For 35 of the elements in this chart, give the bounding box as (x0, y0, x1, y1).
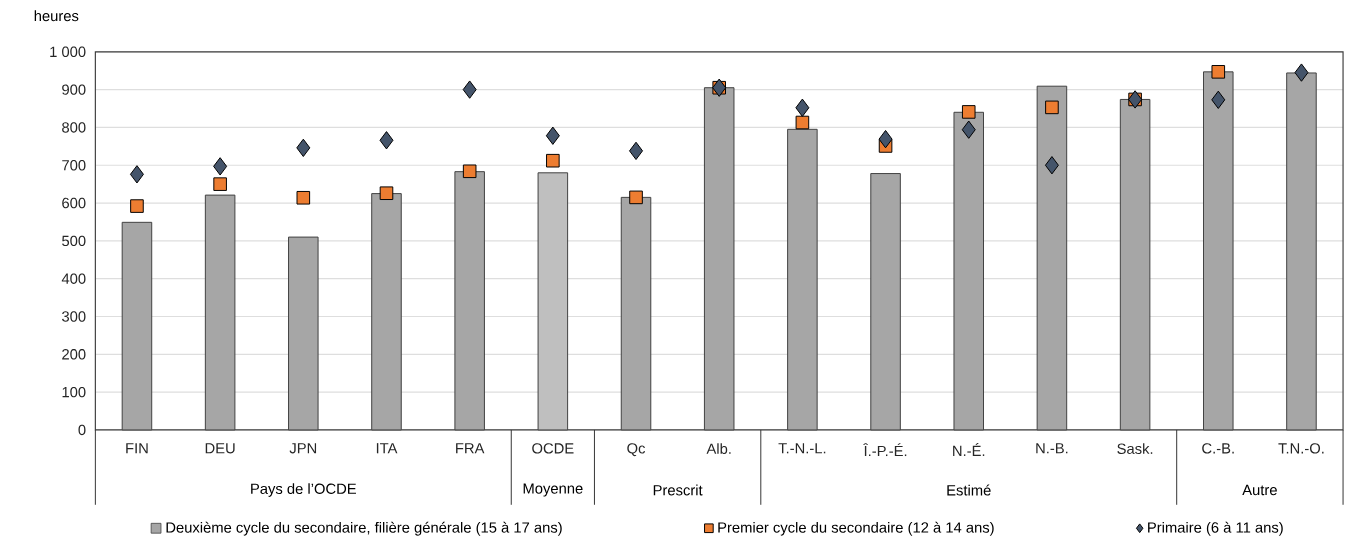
y-tick-label: 300 (62, 311, 86, 322)
x-tick-label: T.-N.-L. (778, 443, 826, 454)
y-tick-label: 600 (62, 197, 86, 209)
x-tick-label: FIN (126, 443, 148, 454)
y-tick-label: 700 (62, 160, 86, 171)
text: Estimé (947, 484, 991, 496)
x-tick-label: Î.-P.-É. (863, 443, 907, 457)
x-tick-label: Sask. (1117, 443, 1153, 455)
x-tick-label: T.N.-O. (1278, 443, 1324, 454)
x-tick-label: N.-É. (953, 443, 985, 457)
y-tick-label: 800 (62, 122, 86, 133)
y-tick-label: 200 (62, 349, 86, 360)
text: Prescrit (653, 484, 703, 496)
x-tick-label: ITA (376, 443, 398, 454)
y-tick-label: 400 (61, 273, 86, 285)
y-tick-label: 1 000 (50, 46, 86, 58)
x-tick-label: FRA (456, 443, 485, 454)
y-tick-label: 100 (62, 387, 86, 398)
x-tick-label: JPN (289, 443, 317, 454)
y-tick-label: 900 (62, 84, 86, 95)
legend-label: Deuxième cycle du secondaire, filière générale (15 à 17 ans) (166, 521, 562, 536)
text: Moyenne (523, 483, 583, 497)
legend-label: Premier cycle du secondaire (12 à 14 ans) (718, 521, 994, 536)
text: Pays de l’OCDE (251, 483, 356, 498)
y-axis-title: heures (34, 10, 79, 22)
x-tick-label: C.-B. (1202, 443, 1234, 454)
text: Autre (1242, 485, 1277, 496)
y-tick-label: 500 (62, 235, 86, 247)
x-tick-label: OCDE (532, 443, 574, 454)
x-tick-label: Qc (627, 443, 646, 457)
y-tick-label: 0 (78, 424, 86, 436)
x-tick-label: N.-B. (1036, 443, 1068, 454)
legend-label: Primaire (6 à 11 ans) (1148, 521, 1283, 536)
x-tick-label: DEU (205, 443, 235, 454)
x-tick-label: Alb. (706, 443, 731, 455)
